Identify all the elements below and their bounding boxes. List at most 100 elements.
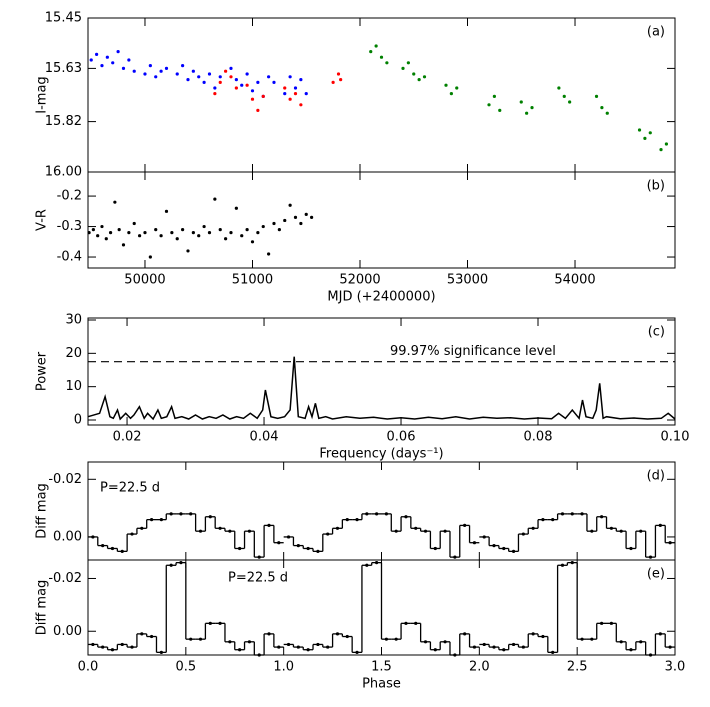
data-point bbox=[213, 92, 217, 96]
x-tick-label: 52000 bbox=[339, 273, 380, 288]
bin-point bbox=[668, 541, 672, 545]
data-point bbox=[181, 64, 185, 68]
data-point bbox=[159, 69, 163, 73]
y-tick-label: -0.2 bbox=[57, 189, 82, 204]
x-tick-label: 50000 bbox=[124, 273, 165, 288]
bin-point bbox=[423, 529, 428, 533]
bin-point bbox=[238, 648, 242, 652]
data-point bbox=[557, 86, 561, 90]
data-point bbox=[283, 92, 287, 96]
data-point bbox=[89, 58, 93, 62]
data-point bbox=[175, 237, 179, 241]
data-point bbox=[154, 75, 158, 79]
data-point bbox=[127, 58, 131, 62]
y-tick-label: 0.00 bbox=[53, 529, 82, 544]
bin-point bbox=[159, 650, 163, 654]
x-tick-label: 1.5 bbox=[371, 660, 392, 675]
data-point bbox=[299, 78, 303, 82]
bin-point bbox=[198, 529, 203, 533]
data-point bbox=[412, 72, 416, 76]
bin-point bbox=[648, 653, 653, 657]
period-annotation: P=22.5 d bbox=[228, 571, 288, 586]
bin-point bbox=[179, 512, 183, 516]
data-point bbox=[336, 72, 341, 76]
y-tick-label: -0.4 bbox=[57, 250, 82, 265]
data-point bbox=[369, 50, 373, 54]
bin-point bbox=[365, 563, 369, 567]
bin-point bbox=[218, 621, 222, 625]
bin-point bbox=[247, 640, 252, 644]
bin-point bbox=[208, 515, 212, 519]
panel-label: (c) bbox=[648, 325, 665, 340]
data-point bbox=[449, 92, 453, 96]
data-point bbox=[600, 106, 604, 110]
bin-point bbox=[619, 529, 623, 533]
y-axis-label: V-R bbox=[35, 209, 50, 231]
panel-label: (b) bbox=[647, 179, 665, 194]
bin-point bbox=[140, 632, 144, 636]
data-point bbox=[310, 215, 314, 220]
y-tick-label: 10 bbox=[65, 379, 82, 394]
data-point bbox=[637, 128, 642, 132]
data-point bbox=[283, 86, 287, 90]
data-point bbox=[643, 136, 647, 140]
data-point bbox=[229, 231, 233, 235]
data-point bbox=[224, 237, 228, 241]
data-point bbox=[197, 75, 201, 79]
data-point bbox=[213, 86, 217, 90]
data-point bbox=[159, 234, 163, 238]
bin-point bbox=[296, 645, 300, 649]
panel-label: (e) bbox=[647, 567, 665, 582]
x-tick-label: 54000 bbox=[554, 273, 595, 288]
y-tick-label: -0.02 bbox=[48, 571, 82, 586]
bin-point bbox=[580, 637, 584, 641]
data-point bbox=[164, 66, 169, 70]
y-tick-label: 0.00 bbox=[53, 624, 82, 639]
plot-frame bbox=[87, 171, 676, 269]
bin-point bbox=[511, 549, 516, 553]
data-point bbox=[293, 92, 298, 96]
data-point bbox=[417, 78, 421, 82]
bin-point bbox=[277, 541, 281, 545]
y-tick-label: 30 bbox=[65, 313, 82, 328]
data-point bbox=[277, 228, 281, 232]
data-point bbox=[240, 83, 244, 87]
bin-point bbox=[560, 563, 565, 567]
bin-point bbox=[101, 645, 105, 649]
x-tick-label: 0.5 bbox=[175, 660, 196, 675]
data-point bbox=[256, 231, 260, 235]
data-point bbox=[374, 44, 378, 48]
data-point bbox=[304, 92, 308, 96]
data-point bbox=[121, 66, 126, 70]
bin-point bbox=[443, 529, 447, 533]
data-point bbox=[132, 221, 136, 226]
data-point bbox=[207, 72, 212, 76]
x-tick-label: 53000 bbox=[447, 273, 488, 288]
y-tick-label: 15.63 bbox=[45, 61, 82, 76]
bin-point bbox=[639, 529, 643, 533]
data-point bbox=[299, 221, 303, 226]
data-point bbox=[234, 86, 238, 90]
y-tick-label: 20 bbox=[65, 346, 82, 361]
data-point bbox=[234, 206, 238, 210]
bin-point bbox=[541, 518, 545, 522]
data-point bbox=[288, 97, 292, 101]
bin-point bbox=[472, 645, 477, 649]
data-point bbox=[218, 80, 222, 84]
x-tick-label: 0.02 bbox=[113, 430, 142, 445]
data-point bbox=[339, 78, 343, 82]
data-point bbox=[186, 249, 190, 253]
bin-point bbox=[149, 518, 154, 522]
data-point bbox=[256, 108, 260, 112]
bin-point bbox=[443, 640, 447, 644]
bin-point bbox=[365, 512, 369, 516]
data-point bbox=[272, 221, 276, 226]
data-point bbox=[455, 86, 459, 90]
data-point bbox=[605, 111, 609, 115]
y-tick-label: -0.02 bbox=[48, 472, 82, 487]
bin-point bbox=[394, 529, 398, 533]
bin-point bbox=[316, 549, 320, 553]
data-point bbox=[117, 228, 121, 232]
bin-point bbox=[326, 645, 330, 649]
data-point bbox=[224, 69, 228, 73]
